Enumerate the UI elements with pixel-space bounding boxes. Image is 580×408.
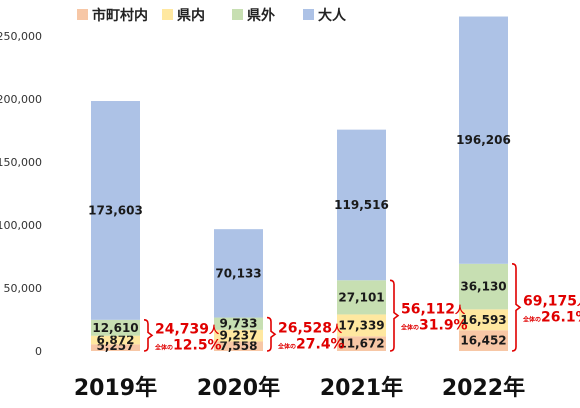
x-tick-label: 2021年 [320, 375, 403, 401]
bar-value-label: 16,452 [460, 334, 506, 348]
callout-percent-value: 27.4% [296, 336, 345, 352]
bar-value-label: 70,133 [215, 266, 261, 280]
callout-unit: 人 [209, 323, 220, 336]
bar-value-label: 9,733 [220, 317, 258, 331]
bar-value-label: 9,237 [220, 329, 258, 343]
y-tick-label: 250,000 [0, 30, 42, 43]
bar-value-label: 17,339 [338, 318, 384, 332]
bar-segment [214, 229, 263, 318]
bar-segment [214, 317, 263, 330]
y-tick-label: 100,000 [0, 219, 42, 232]
bar-value-label: 7,558 [220, 339, 258, 353]
callout-unit: 人 [455, 304, 466, 317]
callout-bracket [143, 319, 154, 352]
callouts: 24,739人全体の12.5%26,528人全体の27.4%56,112人全体の… [143, 263, 580, 353]
callout-percent-value: 26.1% [541, 309, 580, 325]
bar-segment [214, 329, 263, 342]
bar-segment [459, 16, 508, 264]
legend-swatch [303, 9, 314, 20]
callout-total-value: 26,528 [278, 320, 332, 336]
x-tick-label: 2022年 [442, 375, 525, 401]
bar-value-label: 11,672 [338, 337, 384, 351]
callout-percent-value: 31.9% [419, 318, 468, 334]
bar-value-label: 16,593 [460, 313, 506, 327]
callout-total: 24,739人 [155, 321, 220, 337]
bar-segment [337, 129, 386, 281]
callout-prefix: 全体の [400, 324, 419, 332]
callout-prefix: 全体の [522, 315, 541, 323]
legend-swatch [232, 9, 243, 20]
callout-total: 69,175人 [523, 293, 580, 309]
bar-segment [337, 336, 386, 351]
callout-total: 56,112人 [401, 302, 466, 318]
bars: 5,2576,87212,610173,6037,5589,2379,73370… [88, 16, 511, 353]
callout-percent: 全体の12.5% [154, 337, 222, 353]
bar-value-label: 119,516 [334, 198, 389, 212]
x-axis: 2019年 2020年 2021年 2022年 [74, 375, 525, 401]
bar-value-label: 36,130 [460, 280, 506, 294]
x-tick-label: 2020年 [197, 375, 280, 401]
bar-segment [337, 280, 386, 315]
callout-bracket [266, 316, 277, 352]
legend-swatch [77, 9, 88, 20]
callout-prefix: 全体の [154, 343, 173, 351]
y-tick-label: 50,000 [4, 282, 43, 295]
bar-value-label: 196,206 [456, 133, 511, 147]
legend-swatch [162, 9, 173, 20]
bar-segment [91, 344, 140, 351]
bar-value-label: 12,610 [92, 321, 138, 335]
bar-segment [337, 314, 386, 337]
bar-segment [91, 319, 140, 336]
legend-label: 県内 [177, 7, 205, 24]
bar-segment [214, 341, 263, 351]
bar-segment [459, 263, 508, 310]
y-tick-label: 150,000 [0, 156, 42, 169]
legend-label: 大人 [318, 7, 347, 24]
callout-percent-value: 12.5% [173, 337, 222, 353]
legend: 市町村内 県内 県外 大人 [77, 7, 347, 24]
y-tick-label: 0 [35, 345, 42, 358]
bar-value-label: 173,603 [88, 203, 143, 217]
callout-percent: 全体の27.4% [277, 336, 345, 352]
callout-total-value: 56,112 [401, 302, 455, 318]
bar-segment [459, 330, 508, 351]
callout-prefix: 全体の [277, 342, 296, 350]
bar-segment [91, 335, 140, 345]
callout-percent: 全体の31.9% [400, 318, 468, 334]
y-axis: 0 50,000 100,000 150,000 200,000 250,000 [0, 30, 42, 358]
callout-unit: 人 [332, 322, 343, 335]
callout-percent: 全体の26.1% [522, 309, 580, 325]
callout-unit: 人 [577, 295, 580, 308]
legend-label: 県外 [247, 7, 275, 24]
legend-label: 市町村内 [92, 7, 148, 24]
bar-segment [459, 309, 508, 331]
x-tick-label: 2019年 [74, 375, 157, 401]
bar-segment [91, 101, 140, 320]
callout-bracket [511, 263, 522, 352]
callout-bracket [389, 279, 400, 352]
callout-total: 26,528人 [278, 320, 343, 336]
bar-value-label: 27,101 [338, 290, 384, 304]
bar-value-label: 6,872 [97, 333, 135, 347]
callout-total-value: 69,175 [523, 293, 577, 309]
callout-total-value: 24,739 [155, 321, 209, 337]
y-tick-label: 200,000 [0, 93, 42, 106]
